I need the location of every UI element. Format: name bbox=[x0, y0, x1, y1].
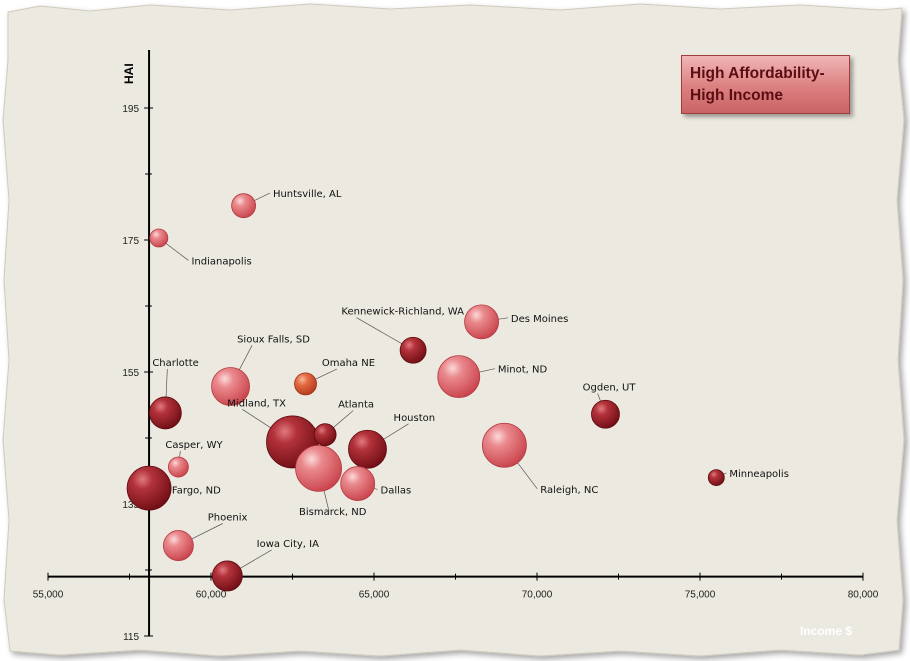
y-axis-label: HAI bbox=[122, 63, 136, 84]
x-tick-label: 70,000 bbox=[522, 590, 553, 601]
y-tick-label: 115 bbox=[123, 632, 139, 643]
x-tick-label: 65,000 bbox=[359, 590, 390, 601]
bubble-point bbox=[149, 228, 169, 248]
bubble-point bbox=[481, 422, 527, 468]
bubbles bbox=[126, 193, 725, 592]
chart-title-line-2: High Income bbox=[690, 87, 784, 104]
bubble-point bbox=[211, 560, 243, 592]
bubble-point bbox=[464, 304, 499, 340]
bubble-label: Atlanta bbox=[338, 400, 374, 411]
chart-title-box: High Affordability- High Income bbox=[681, 55, 850, 114]
bubble-point bbox=[231, 193, 257, 219]
bubble-label: Minot, ND bbox=[498, 365, 548, 376]
bubble-point bbox=[707, 469, 725, 487]
bubble-label: Bismarck, ND bbox=[299, 507, 367, 518]
bubble-label: Raleigh, NC bbox=[540, 485, 598, 496]
bubble-label: Ogden, UT bbox=[583, 382, 637, 393]
y-tick-label: 175 bbox=[122, 236, 139, 247]
bubble-point bbox=[211, 367, 250, 406]
bubble-point bbox=[437, 355, 481, 399]
x-tick-label: 55,000 bbox=[33, 590, 64, 601]
bubble-point bbox=[399, 336, 427, 364]
bubble-label: Iowa City, IA bbox=[257, 539, 319, 550]
bubble-point bbox=[313, 423, 337, 447]
bubble-point bbox=[348, 429, 387, 469]
paper-background bbox=[2, 3, 905, 657]
bubble-label: Fargo, ND bbox=[172, 485, 221, 496]
bubble-point bbox=[162, 530, 194, 561]
x-axis-label: Income $ bbox=[800, 624, 852, 638]
bubble-label: Houston bbox=[394, 413, 436, 424]
bubble-label: Kennewick-Richland, WA bbox=[341, 307, 464, 318]
chart-title-line-1: High Affordability- bbox=[690, 65, 825, 82]
bubble-label: Minneapolis bbox=[729, 469, 789, 480]
ticks: 55,000 60,000 65,000 70,000 75,000 80,000 115 1… bbox=[33, 104, 879, 643]
bubble-point bbox=[167, 456, 189, 478]
bubble-point bbox=[126, 465, 172, 511]
bubble-label: Sioux Falls, SD bbox=[237, 334, 310, 345]
bubble-point bbox=[148, 396, 182, 430]
bubble-point bbox=[294, 372, 317, 396]
bubble-label: Indianapolis bbox=[191, 256, 251, 267]
bubble-label: Phoenix bbox=[208, 513, 248, 524]
bubble-label: Huntsville, AL bbox=[273, 189, 342, 200]
y-tick-label: 135 bbox=[122, 500, 139, 511]
bubble-labels: Huntsville, AL Indianapolis Kennewick-Rich… bbox=[152, 189, 789, 550]
bubble-label: Casper, WY bbox=[165, 440, 223, 451]
x-tick-label: 75,000 bbox=[685, 590, 716, 601]
y-tick-label: 195 bbox=[122, 104, 139, 115]
bubble-label: Dallas bbox=[381, 485, 412, 496]
bubble-point bbox=[340, 466, 376, 501]
x-tick-label: 80,000 bbox=[848, 590, 879, 601]
bubble-label: Des Moines bbox=[511, 314, 568, 325]
bubble-label: Midland, TX bbox=[227, 398, 286, 409]
bubble-label: Omaha NE bbox=[322, 358, 375, 369]
bubble-label: Charlotte bbox=[152, 358, 198, 369]
y-tick-label: 155 bbox=[122, 368, 139, 379]
x-tick-label: 60,000 bbox=[196, 590, 227, 601]
bubble-point bbox=[591, 399, 620, 429]
bubble-point bbox=[295, 444, 342, 492]
